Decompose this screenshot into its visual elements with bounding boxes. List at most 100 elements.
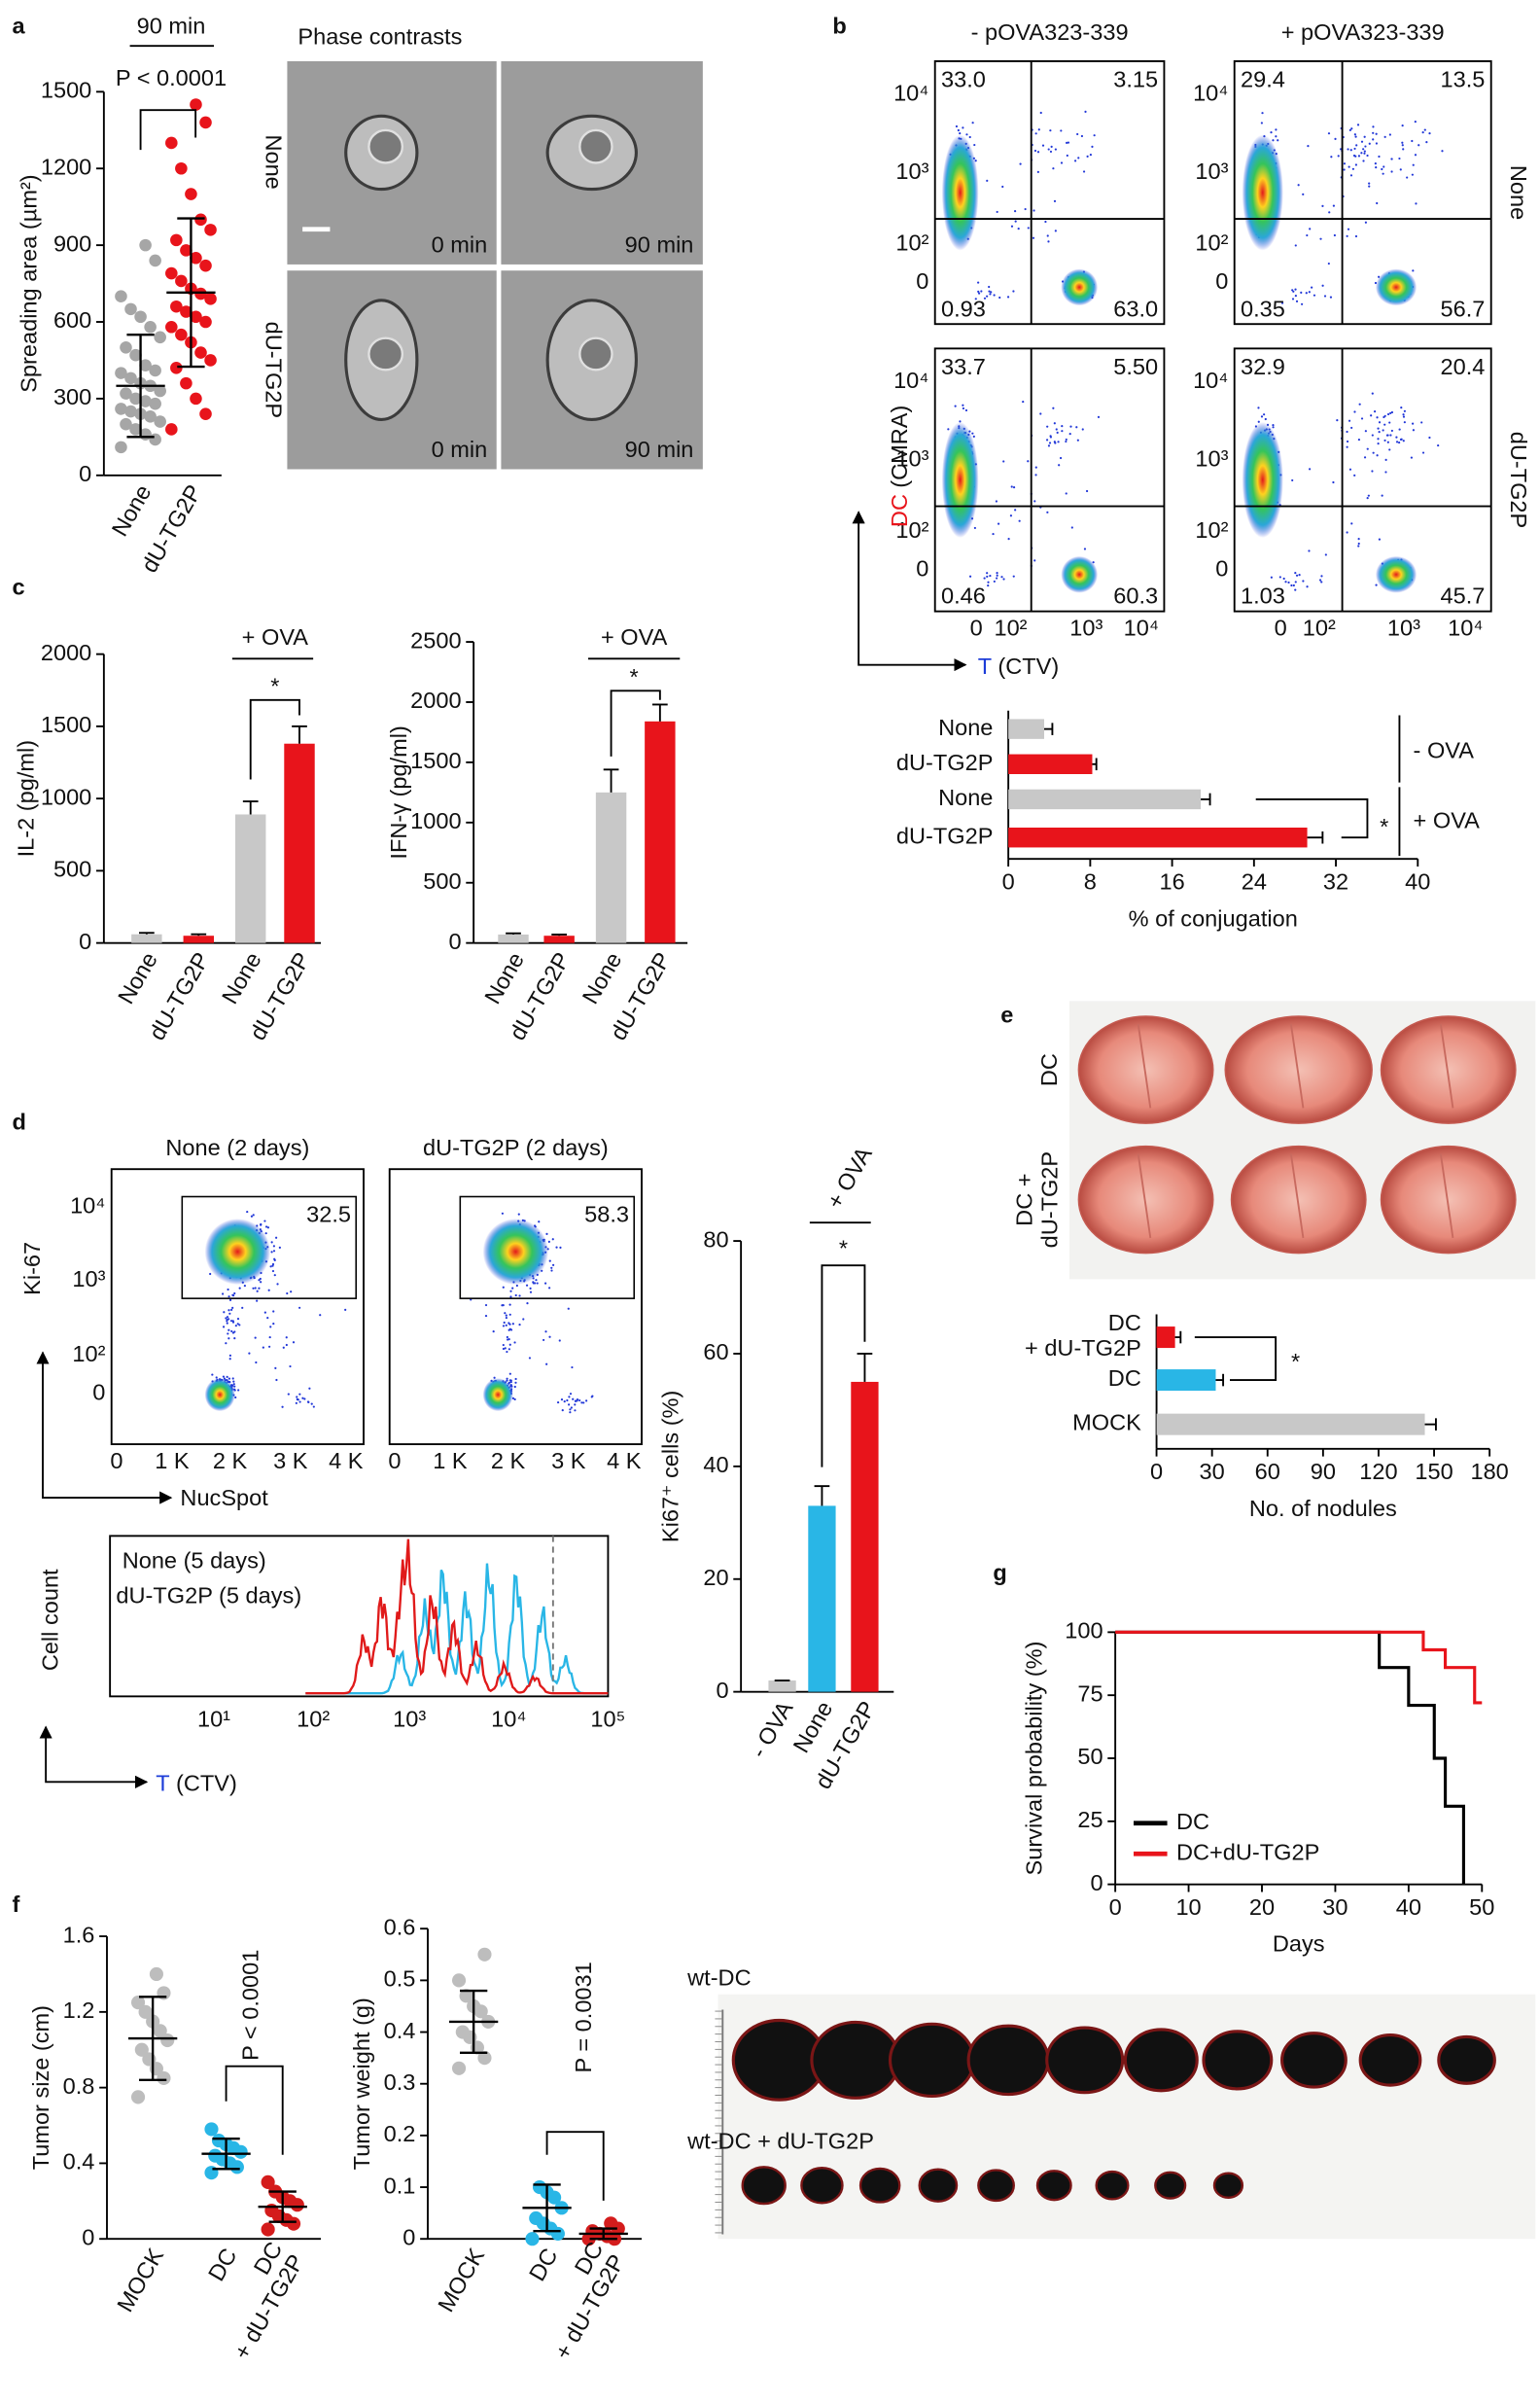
panel-label: c [13, 574, 25, 599]
event-dot [503, 1321, 506, 1325]
event-dot [1282, 577, 1285, 581]
bracket [1194, 1336, 1278, 1382]
event-dot [535, 1279, 538, 1282]
y-tick-label: 1500 [41, 712, 91, 737]
data-point [459, 1989, 473, 2003]
category-label: None [938, 785, 993, 810]
event-dot [1411, 139, 1414, 143]
density-core [482, 1219, 549, 1286]
category-label-line: DC [1108, 1310, 1141, 1335]
event-dot [1389, 411, 1392, 414]
tumor [1123, 2028, 1199, 2093]
histogram-x-label-part: T [156, 1771, 169, 1796]
event-dot [563, 1400, 566, 1403]
event-dot [1045, 439, 1049, 442]
event-dot [278, 1246, 281, 1249]
quadrant-value: 3.15 [1113, 67, 1158, 92]
event-dot [1378, 421, 1382, 424]
event-dot [1346, 430, 1348, 434]
data-point [124, 371, 137, 385]
event-dot [508, 1303, 511, 1306]
event-dot [1353, 474, 1356, 477]
event-dot [1401, 144, 1404, 147]
tumor [888, 2022, 976, 2099]
event-dot [1395, 436, 1398, 439]
event-dot [232, 1380, 235, 1383]
event-dot [298, 1393, 301, 1396]
event-dot [1362, 159, 1365, 162]
bar [1008, 789, 1202, 810]
group-label: + OVA [601, 624, 668, 650]
event-dot [1009, 514, 1013, 517]
event-dot [226, 1316, 229, 1319]
event-dot [1270, 131, 1273, 134]
event-dot [1039, 412, 1042, 415]
flow-y-tick: 10² [1195, 517, 1228, 543]
y-tick-label: 40 [703, 1452, 728, 1477]
event-dot [1353, 147, 1356, 151]
legend-label: DC+dU-TG2P [1176, 1839, 1319, 1864]
event-dot [1388, 421, 1391, 424]
category-label: DC [1108, 1365, 1141, 1391]
event-dot [260, 1281, 262, 1284]
data-point [199, 116, 212, 129]
category-label: None [113, 948, 162, 1008]
annotation: * [1291, 1349, 1300, 1374]
event-dot [1374, 162, 1377, 165]
x-tick-label: 0 [1150, 1459, 1163, 1484]
event-dot [1049, 435, 1052, 438]
data-point [165, 136, 178, 150]
bar [1156, 1369, 1216, 1392]
flow-y-label-part: (CMRA) [887, 406, 912, 488]
data-point [261, 2174, 275, 2189]
annotation: P < 0.0001 [116, 65, 227, 90]
x-tick-label: 24 [1242, 869, 1267, 895]
bar [1008, 828, 1308, 848]
lung-row-label: DC [1036, 1053, 1062, 1086]
time-label: 90 min [625, 231, 694, 257]
event-dot [1086, 155, 1089, 158]
event-dot [226, 1320, 228, 1323]
event-dot [550, 1269, 553, 1272]
event-dot [1294, 588, 1297, 591]
event-dot [1085, 489, 1089, 493]
event-dot [1052, 407, 1055, 409]
event-dot [506, 1377, 508, 1380]
event-dot [1377, 427, 1380, 430]
y-tick-label: 0 [402, 2224, 415, 2249]
event-dot [572, 1397, 575, 1400]
event-dot [1328, 211, 1331, 214]
event-dot [256, 1299, 259, 1302]
legend-label: DC [1176, 1809, 1209, 1834]
flow-x-tick: 10³ [1387, 616, 1420, 641]
time-label: 90 min [625, 437, 694, 462]
event-dot [1065, 492, 1068, 495]
event-dot [988, 285, 991, 289]
event-dot [1376, 416, 1379, 419]
y-tick-label: 0 [1090, 1870, 1102, 1895]
event-dot [227, 1288, 229, 1291]
event-dot [1372, 131, 1375, 134]
event-dot [1364, 145, 1367, 148]
event-dot [1349, 149, 1352, 152]
y-tick-label: 1500 [41, 78, 91, 103]
event-dot [569, 1408, 572, 1411]
flow-y-tick: 10³ [1195, 159, 1228, 184]
x-tick-label: 150 [1415, 1459, 1452, 1484]
category-label-line: MOCK [1072, 1410, 1141, 1435]
event-dot [238, 1287, 241, 1290]
event-dot [1383, 135, 1386, 138]
flow-x-tick: 10³ [1069, 616, 1102, 641]
event-dot [236, 1323, 239, 1326]
x-tick-label: 0 [1002, 869, 1015, 895]
event-dot [566, 1398, 569, 1402]
x-axis-label: % of conjugation [1129, 905, 1298, 931]
event-dot [1277, 139, 1279, 142]
flow-x-tick: 3 K [273, 1448, 308, 1473]
data-point [204, 224, 217, 236]
panel-label: g [993, 1560, 1006, 1585]
flow-y-tick: 10³ [72, 1266, 105, 1291]
data-point [199, 315, 212, 329]
cell-nucleus [578, 128, 613, 164]
y-tick-label: 1200 [41, 154, 91, 179]
